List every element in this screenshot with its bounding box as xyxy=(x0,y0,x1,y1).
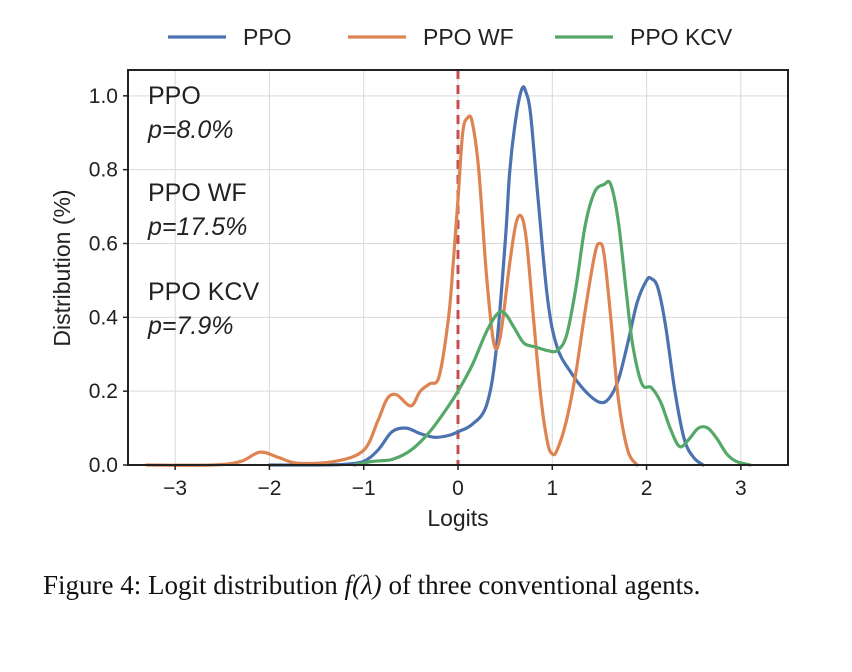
series-group xyxy=(145,85,752,467)
chart-legend: PPO PPO WF PPO KCV xyxy=(168,24,733,50)
series-line-ppo xyxy=(267,85,705,467)
series-line-ppo-wf xyxy=(145,114,639,467)
series-line-ppo-kcv xyxy=(352,179,752,467)
annotation-ppo-name: PPO xyxy=(148,82,201,110)
legend-label-ppo: PPO xyxy=(243,24,292,50)
y-tick-label: 0.8 xyxy=(89,159,118,182)
x-tick-label: 0 xyxy=(452,477,464,500)
annotation-ppowf-p: p=17.5% xyxy=(147,213,247,241)
chart-figure: PPO PPO WF PPO KCV −3 −2 −1 0 1 2 3 0.0 0.2 0.4 0.6… xyxy=(49,24,789,531)
x-tick-label: 3 xyxy=(735,477,747,500)
x-tick-label: 2 xyxy=(641,477,653,500)
x-axis-label: Logits xyxy=(427,505,488,531)
annotation-ppokcv-name: PPO KCV xyxy=(148,278,259,306)
y-tick-label: 1.0 xyxy=(89,85,118,108)
x-tick-label: −2 xyxy=(257,477,281,500)
annotation-ppowf-name: PPO WF xyxy=(148,179,247,207)
legend-label-ppo-kcv: PPO KCV xyxy=(630,24,733,50)
caption-label: Figure 4: Logit distribution xyxy=(43,570,338,600)
y-tick-labels: 0.0 0.2 0.4 0.6 0.8 1.0 xyxy=(89,85,128,477)
x-tick-label: −3 xyxy=(163,477,187,500)
legend-label-ppo-wf: PPO WF xyxy=(423,24,514,50)
y-tick-label: 0.0 xyxy=(89,454,118,477)
x-tick-labels: −3 −2 −1 0 1 2 3 xyxy=(163,465,747,500)
x-tick-label: 1 xyxy=(546,477,558,500)
y-tick-label: 0.4 xyxy=(89,306,119,329)
figure-caption: Figure 4: Logit distribution f(λ) of thr… xyxy=(43,568,803,602)
y-axis-label: Distribution (%) xyxy=(49,189,75,346)
annotation-ppokcv-p: p=7.9% xyxy=(147,312,234,340)
y-tick-label: 0.2 xyxy=(89,380,118,403)
x-tick-label: −1 xyxy=(352,477,376,500)
y-tick-label: 0.6 xyxy=(89,233,118,256)
caption-rest: of three conventional agents. xyxy=(388,570,701,600)
annotation-ppo-p: p=8.0% xyxy=(147,116,234,144)
caption-function: f(λ) xyxy=(344,570,382,600)
